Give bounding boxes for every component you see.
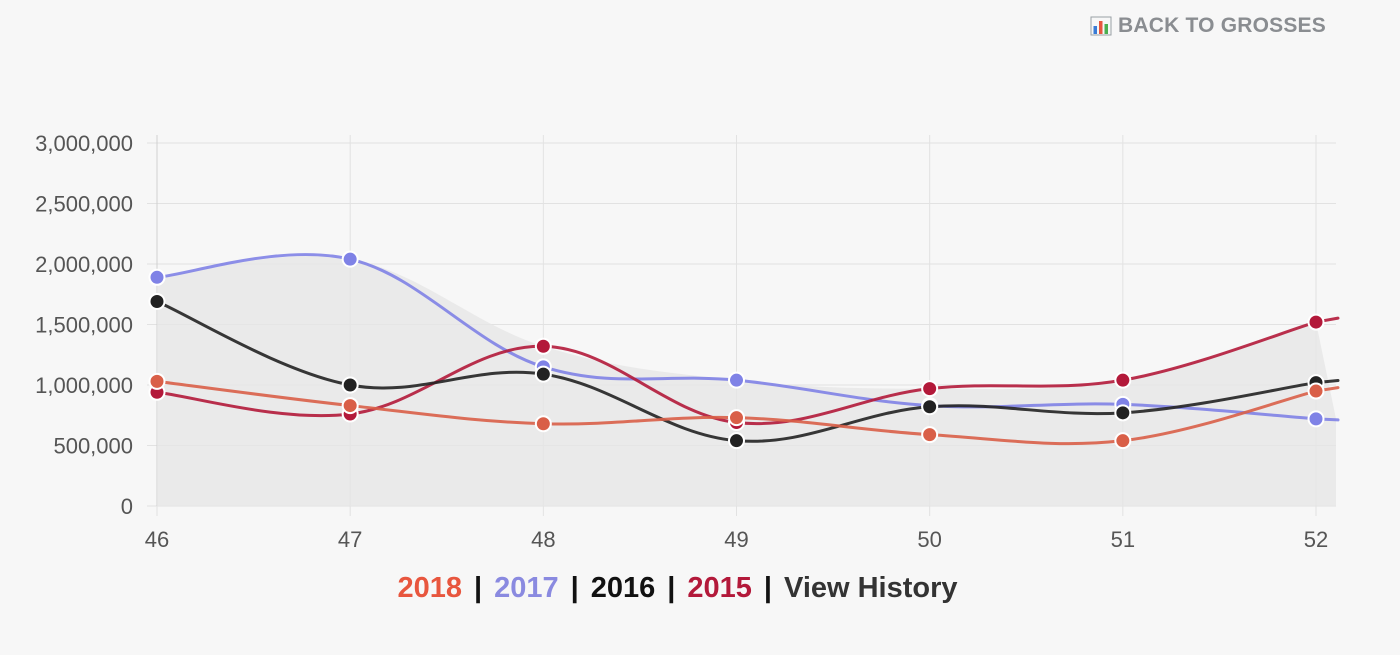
- data-point-2018-49: [728, 409, 745, 427]
- y-tick-label: 1,500,000: [35, 313, 133, 338]
- back-to-grosses-link[interactable]: BACK TO GROSSES: [1090, 14, 1326, 38]
- data-point-2018-47: [341, 397, 359, 415]
- x-tick-label: 46: [145, 527, 169, 552]
- x-tick-label: 51: [1111, 527, 1135, 552]
- legend-2017[interactable]: 2017: [494, 572, 559, 604]
- y-tick-label: 2,000,000: [35, 252, 133, 277]
- data-point-2015-50: [921, 380, 939, 398]
- data-point-2018-48: [534, 415, 552, 433]
- legend-separator: |: [570, 572, 579, 604]
- x-tick-label: 50: [917, 527, 941, 552]
- grosses-line-chart: 0 500,000 1,000,000 1,500,000 2,000,000 2,500…: [35, 131, 1340, 552]
- y-tick-label: 500,000: [53, 434, 133, 459]
- data-point-2018-46: [148, 372, 166, 390]
- y-tick-label: 2,500,000: [35, 192, 133, 217]
- data-point-2015-48: [534, 337, 552, 355]
- bar-chart-icon: [1090, 15, 1112, 37]
- x-tick-label: 49: [724, 527, 748, 552]
- legend-separator: |: [667, 572, 676, 604]
- data-point-2016-46: [148, 293, 166, 311]
- x-tick-label: 52: [1304, 527, 1328, 552]
- data-point-2016-50: [921, 398, 939, 416]
- data-point-2016-51: [1114, 404, 1132, 422]
- data-point-2018-50: [921, 426, 939, 444]
- y-tick-label: 0: [121, 494, 133, 519]
- back-to-grosses-label: BACK TO GROSSES: [1118, 14, 1326, 37]
- y-tick-label: 3,000,000: [35, 131, 133, 156]
- data-point-2017-47: [341, 250, 359, 268]
- data-point-2018-51: [1114, 432, 1132, 450]
- data-point-2018-52: [1307, 382, 1325, 400]
- data-point-2015-51: [1114, 371, 1132, 389]
- legend-separator: |: [763, 572, 772, 604]
- legend-2016[interactable]: 2016: [590, 572, 656, 604]
- chart-series-points: [148, 250, 1325, 450]
- data-point-2016-49: [728, 432, 745, 450]
- x-axis-ticks: 46 47 48 49 50 51 52: [145, 527, 1328, 552]
- x-tick-label: 48: [531, 527, 555, 552]
- legend-2018[interactable]: 2018: [397, 572, 462, 604]
- data-point-2017-46: [148, 268, 166, 286]
- chart-legend: 2018 | 2017 | 2016 | 2015 | View History: [0, 572, 1355, 605]
- y-tick-label: 1,000,000: [35, 373, 133, 398]
- data-point-2015-52: [1307, 313, 1325, 331]
- data-point-2016-47: [341, 376, 359, 394]
- legend-2015[interactable]: 2015: [687, 572, 752, 604]
- y-axis-ticks: 0 500,000 1,000,000 1,500,000 2,000,000 2,500…: [35, 131, 133, 519]
- data-point-2017-49: [728, 371, 745, 389]
- data-point-2016-48: [534, 365, 552, 383]
- legend-separator: |: [473, 572, 483, 604]
- data-point-2017-52: [1307, 410, 1325, 428]
- x-tick-label: 47: [338, 527, 362, 552]
- view-history-link[interactable]: View History: [784, 572, 958, 604]
